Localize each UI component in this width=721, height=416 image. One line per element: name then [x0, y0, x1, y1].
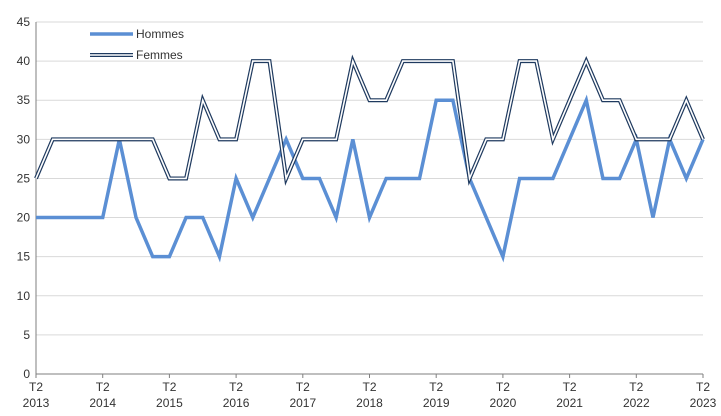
x-tick-label: 2016 [223, 396, 250, 410]
x-tick-label: 2023 [690, 396, 717, 410]
y-tick-label: 15 [17, 250, 31, 264]
x-tick-label: T2 [496, 380, 510, 394]
x-tick-label: T2 [629, 380, 643, 394]
x-tick-label: 2015 [156, 396, 183, 410]
y-tick-label: 5 [23, 328, 30, 342]
x-tick-label: 2022 [623, 396, 650, 410]
x-tick-label: 2021 [556, 396, 583, 410]
x-tick-label: 2020 [490, 396, 517, 410]
y-tick-label: 35 [17, 93, 31, 107]
x-tick-label: T2 [296, 380, 310, 394]
y-tick-label: 20 [17, 211, 31, 225]
x-tick-label: T2 [362, 380, 376, 394]
x-tick-label: T2 [229, 380, 243, 394]
x-tick-label: T2 [96, 380, 110, 394]
x-tick-label: 2014 [89, 396, 116, 410]
series [34, 54, 705, 263]
legend-label: Femmes [136, 48, 183, 62]
x-tick-label: T2 [563, 380, 577, 394]
series-line-femmes-outer [34, 54, 705, 186]
x-tick-label: 2018 [356, 396, 383, 410]
x-tick-label: 2017 [289, 396, 316, 410]
x-tick-label: T2 [696, 380, 710, 394]
x-tick-label: T2 [429, 380, 443, 394]
series-line-femmes-inner [35, 58, 704, 182]
x-tick-label: 2019 [423, 396, 450, 410]
y-tick-label: 45 [17, 15, 31, 29]
y-tick-label: 10 [17, 289, 31, 303]
y-tick-label: 25 [17, 171, 31, 185]
x-tick-label: T2 [162, 380, 176, 394]
axes: 0 5 10 15 20 25 30 35 40 45 T2 2013 T2 2014 T2 2015 T2 20… [17, 15, 717, 410]
series-line-hommes [36, 94, 705, 263]
y-tick-label: 30 [17, 132, 31, 146]
x-tick-label: T2 [29, 380, 43, 394]
legend-label: Hommes [136, 27, 184, 41]
legend: Hommes Femmes [90, 27, 184, 62]
y-tick-label: 0 [23, 367, 30, 381]
x-tick-label: 2013 [23, 396, 50, 410]
y-tick-label: 40 [17, 54, 31, 68]
